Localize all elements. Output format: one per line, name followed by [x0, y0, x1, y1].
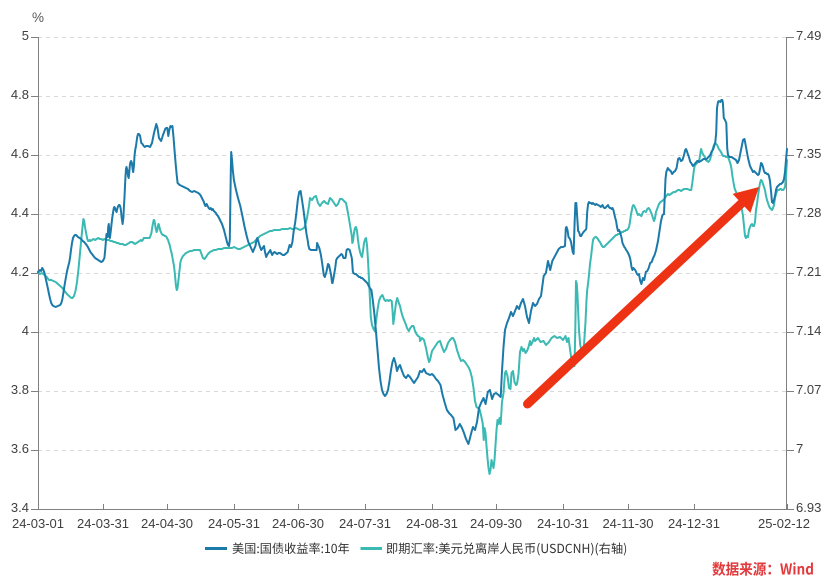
- svg-text:24-04-30: 24-04-30: [141, 516, 193, 531]
- svg-text:7.28: 7.28: [796, 205, 821, 220]
- svg-text:24-07-31: 24-07-31: [339, 516, 391, 531]
- svg-text:4.8: 4.8: [11, 87, 29, 102]
- svg-text:24-03-31: 24-03-31: [77, 516, 129, 531]
- svg-text:3.8: 3.8: [11, 382, 29, 397]
- svg-text:6.93: 6.93: [796, 500, 821, 515]
- svg-text:7.35: 7.35: [796, 146, 821, 161]
- svg-text:24-11-30: 24-11-30: [602, 516, 653, 531]
- svg-text:7.14: 7.14: [796, 323, 821, 338]
- svg-text:5: 5: [22, 28, 29, 43]
- svg-text:7: 7: [796, 441, 803, 456]
- svg-text:24-08-31: 24-08-31: [406, 516, 458, 531]
- svg-text:4.2: 4.2: [11, 264, 29, 279]
- svg-text:7.49: 7.49: [796, 28, 821, 43]
- svg-text:7.07: 7.07: [796, 382, 821, 397]
- svg-text:7.21: 7.21: [796, 264, 821, 279]
- svg-text:24-10-31: 24-10-31: [537, 516, 589, 531]
- svg-text:25-02-12: 25-02-12: [758, 516, 810, 531]
- svg-text:24-06-30: 24-06-30: [272, 516, 324, 531]
- svg-text:24-05-31: 24-05-31: [208, 516, 260, 531]
- svg-text:%: %: [32, 10, 44, 25]
- svg-text:24-12-31: 24-12-31: [668, 516, 720, 531]
- svg-text:3.4: 3.4: [11, 500, 29, 515]
- svg-text:4.6: 4.6: [11, 146, 29, 161]
- svg-text:24-09-30: 24-09-30: [470, 516, 522, 531]
- svg-text:3.6: 3.6: [11, 441, 29, 456]
- svg-text:7.42: 7.42: [796, 87, 821, 102]
- svg-text:4.4: 4.4: [11, 205, 29, 220]
- svg-text:4: 4: [22, 323, 29, 338]
- svg-text:24-03-01: 24-03-01: [12, 516, 64, 531]
